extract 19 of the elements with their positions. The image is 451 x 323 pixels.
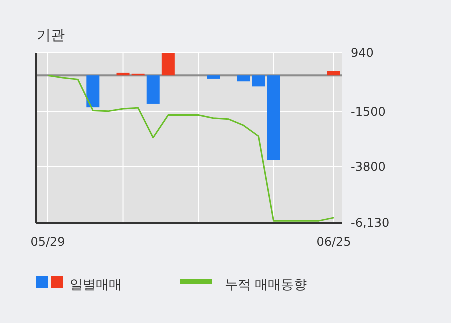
x-tick-label: 05/29 <box>30 235 66 249</box>
bar <box>146 76 160 104</box>
line-series <box>47 74 335 222</box>
x-tick-label: 06/25 <box>316 235 352 249</box>
bar <box>267 76 280 160</box>
bar <box>116 72 130 76</box>
bar <box>252 76 266 87</box>
legend-label: 누적 매매동향 <box>225 278 308 293</box>
legend-label: 일별매매 <box>70 278 122 293</box>
chart-title: 기관 <box>37 28 65 44</box>
bar <box>328 71 340 76</box>
y-tick-label: -6,130 <box>351 216 390 230</box>
y-tick-label: 940 <box>351 46 374 60</box>
bar <box>207 76 220 79</box>
bar <box>86 76 100 108</box>
bar <box>162 53 175 76</box>
bar <box>237 76 250 82</box>
y-tick-label: -3800 <box>351 160 386 174</box>
y-tick-label: -1500 <box>351 104 386 119</box>
